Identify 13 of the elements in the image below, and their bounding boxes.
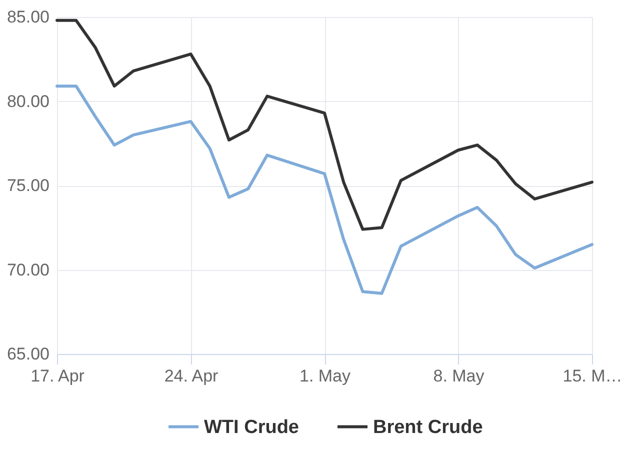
x-tick-label: 24. Apr — [164, 366, 219, 386]
x-tick-label: 17. Apr — [30, 366, 85, 386]
x-tick-label: 1. May — [299, 366, 351, 386]
x-tick-label: 15. M… — [562, 366, 622, 386]
y-tick-label: 80.00 — [6, 92, 50, 111]
legend-label: WTI Crude — [204, 416, 299, 438]
y-tick-label: 85.00 — [6, 8, 50, 26]
x-tick-label: 8. May — [433, 366, 485, 386]
legend-label: Brent Crude — [373, 416, 483, 438]
y-tick-label: 65.00 — [6, 344, 50, 364]
y-tick-label: 70.00 — [6, 260, 50, 280]
y-tick-label: 75.00 — [6, 176, 50, 195]
line-series — [56, 84, 594, 295]
